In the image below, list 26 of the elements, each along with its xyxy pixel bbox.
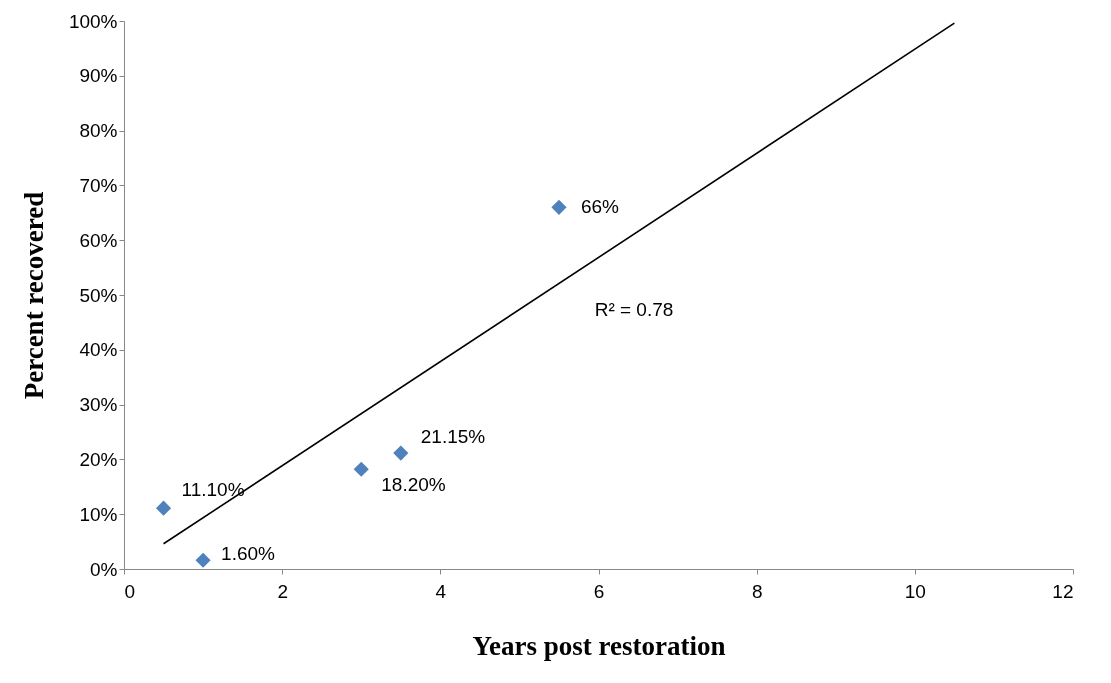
data-label: 11.10% <box>181 479 245 501</box>
x-axis-title: Years post restoration <box>472 630 726 661</box>
y-tick-label: 10% <box>79 503 118 525</box>
data-label: 1.60% <box>221 543 276 565</box>
x-tick-label: 0 <box>124 580 136 602</box>
y-tick-label: 70% <box>79 174 118 196</box>
x-tick-label: 12 <box>1052 580 1074 602</box>
data-label: 21.15% <box>420 426 486 448</box>
data-label: 66% <box>580 196 620 218</box>
y-tick-label: 60% <box>79 229 118 251</box>
y-tick-label: 40% <box>79 339 118 361</box>
y-tick-label: 100% <box>68 10 118 32</box>
y-tick-label: 90% <box>79 65 118 87</box>
y-tick-label: 80% <box>79 120 118 142</box>
y-axis-title: Percent recovered <box>18 191 49 400</box>
y-tick-label: 0% <box>90 558 118 580</box>
y-tick-label: 50% <box>79 284 118 306</box>
annotation: R² = 0.78 <box>594 299 674 320</box>
y-tick-label: 30% <box>79 394 118 416</box>
data-label: 18.20% <box>381 474 446 496</box>
x-tick-label: 10 <box>904 580 926 602</box>
y-tick-label: 20% <box>79 448 118 470</box>
x-tick-label: 8 <box>751 580 763 602</box>
x-tick-label: 6 <box>593 580 605 602</box>
x-tick-label: 4 <box>435 580 447 602</box>
x-tick-label: 2 <box>277 580 288 602</box>
